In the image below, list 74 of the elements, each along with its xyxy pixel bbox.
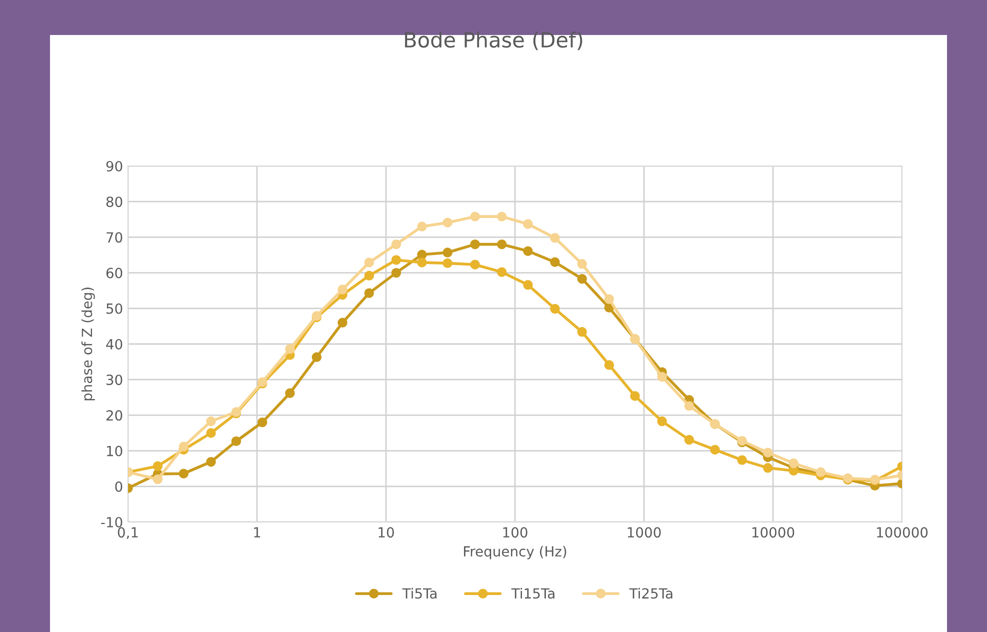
point — [285, 344, 295, 354]
point — [523, 219, 533, 229]
point — [206, 416, 216, 426]
point — [391, 255, 402, 265]
point — [312, 352, 322, 362]
point — [417, 222, 427, 232]
point — [152, 461, 163, 471]
point — [577, 259, 587, 269]
point — [577, 327, 587, 337]
x-tick-label: 0,1 — [118, 527, 138, 540]
point — [257, 417, 268, 428]
point — [523, 280, 533, 290]
point — [364, 270, 374, 281]
x-tick-label: 1 — [254, 527, 260, 538]
y-tick-label: 60 — [106, 268, 122, 278]
point — [206, 428, 216, 438]
point — [684, 401, 694, 411]
point — [604, 360, 614, 370]
y-tick-label: 20 — [106, 410, 122, 421]
point — [338, 318, 348, 328]
point — [231, 436, 242, 446]
point — [550, 257, 560, 267]
point — [496, 212, 507, 222]
y-tick-label: -10 — [101, 516, 122, 528]
point — [657, 372, 667, 382]
y-tick-label: 80 — [106, 196, 122, 208]
x-tick-label: 10 — [378, 527, 394, 538]
y-tick-label: 70 — [106, 232, 122, 243]
point — [684, 434, 694, 445]
point — [470, 260, 480, 270]
y-tick-label: 0 — [115, 481, 122, 492]
x-axis-title: Frequency (Hz) — [464, 546, 566, 560]
y-tick-label: 50 — [106, 303, 122, 314]
point — [417, 258, 427, 268]
point — [550, 304, 560, 314]
point — [496, 239, 507, 250]
y-tick-label: 10 — [106, 446, 122, 456]
point — [470, 212, 480, 222]
point — [604, 294, 614, 304]
x-tick-label: 100000 — [877, 527, 928, 538]
x-tick-label: 100 — [503, 527, 528, 538]
point — [364, 288, 374, 298]
point — [737, 455, 747, 465]
point — [657, 416, 667, 426]
point — [391, 268, 402, 278]
point — [577, 274, 587, 284]
y-tick-label: 30 — [106, 374, 122, 386]
point — [417, 250, 427, 260]
chart-title: Bode Phase (Def) — [405, 32, 582, 50]
point — [710, 444, 720, 455]
point — [788, 458, 798, 468]
x-tick-label: 1000 — [628, 527, 661, 538]
point — [630, 391, 640, 401]
point — [152, 474, 163, 484]
point — [338, 284, 348, 294]
x-tick-label: 10000 — [752, 527, 794, 538]
point — [762, 463, 773, 473]
point — [762, 448, 773, 458]
point — [470, 239, 480, 250]
point — [178, 442, 189, 452]
point — [178, 468, 189, 478]
point — [391, 239, 402, 250]
y-axis-title: phase of Z (deg) — [81, 288, 95, 400]
legend-label: Ti25Ta — [629, 588, 672, 599]
point — [206, 456, 216, 467]
legend-label: Ti15Ta — [511, 588, 554, 599]
point — [496, 267, 507, 277]
point — [523, 246, 533, 256]
point — [285, 388, 295, 398]
y-tick-label: 40 — [106, 338, 122, 350]
point — [550, 233, 560, 243]
y-tick-label: 90 — [106, 160, 122, 172]
legend-label: Ti5Ta — [402, 588, 436, 599]
point — [364, 258, 374, 268]
